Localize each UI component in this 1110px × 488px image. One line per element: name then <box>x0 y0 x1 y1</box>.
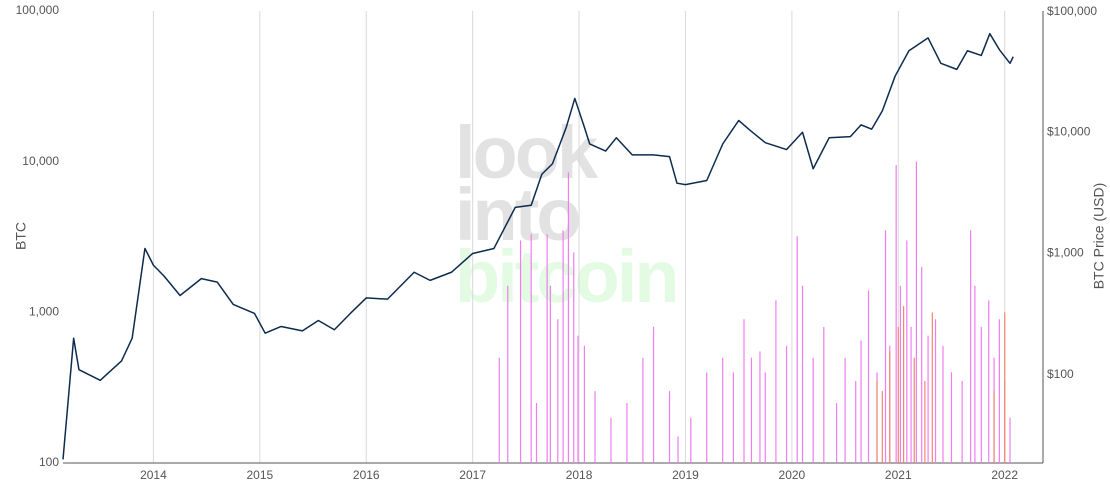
bar <box>706 372 708 463</box>
bar <box>915 161 917 463</box>
bar <box>881 391 883 463</box>
x-tick-label: 2018 <box>566 468 593 482</box>
x-tick-label: 2017 <box>459 468 486 482</box>
bar <box>610 417 612 463</box>
bar <box>583 345 585 463</box>
y-tick-label: 1,000 <box>29 305 59 319</box>
bar <box>722 357 724 463</box>
bar <box>895 165 897 463</box>
bar <box>557 319 559 463</box>
bar <box>750 357 753 463</box>
bar <box>652 326 655 463</box>
bar <box>690 417 692 463</box>
bar <box>573 252 575 463</box>
bar <box>507 285 509 463</box>
x-tick-label: 2015 <box>246 468 273 482</box>
bar <box>884 230 887 463</box>
bar <box>910 326 912 463</box>
x-tick-label: 2020 <box>779 468 806 482</box>
bar <box>535 403 538 463</box>
watermark: look <box>455 111 599 194</box>
bar <box>743 319 745 463</box>
bar <box>801 285 804 463</box>
y2-axis-label: BTC Price (USD) <box>1091 183 1107 290</box>
bar <box>677 436 679 463</box>
bar <box>855 381 857 463</box>
y2-tick-label: $100,000 <box>1047 4 1097 18</box>
bar <box>775 300 777 463</box>
bar <box>993 391 995 463</box>
bar <box>626 403 628 463</box>
bar <box>764 372 766 463</box>
bar <box>970 230 972 463</box>
bar <box>921 266 923 463</box>
bar <box>812 357 814 463</box>
bar <box>988 300 990 463</box>
bar <box>796 236 798 463</box>
y2-tick-label: $100 <box>1047 367 1074 381</box>
bar <box>961 381 963 463</box>
bar <box>931 312 933 463</box>
price-line <box>62 32 1014 460</box>
bar <box>942 345 944 463</box>
y-tick-label: 10,000 <box>22 154 59 168</box>
y-tick-label: 100 <box>39 455 59 469</box>
x-tick-label: 2014 <box>140 468 167 482</box>
y-tick-label: 100,000 <box>16 3 60 17</box>
bar <box>530 234 532 463</box>
bar <box>1009 417 1011 463</box>
x-tick-label: 2021 <box>885 468 912 482</box>
bar <box>950 372 953 463</box>
bar <box>642 357 644 463</box>
bar <box>974 285 976 463</box>
bar <box>668 391 671 463</box>
bar <box>759 351 761 463</box>
bar <box>577 335 579 463</box>
y-axis-label: BTC <box>13 222 29 250</box>
bar <box>906 240 908 463</box>
bar <box>897 326 899 463</box>
bar <box>785 345 788 463</box>
y2-tick-label: $1,000 <box>1047 246 1084 260</box>
watermark: into <box>455 173 579 256</box>
bar <box>899 285 902 463</box>
bar <box>903 306 905 463</box>
bar <box>519 240 522 463</box>
bar <box>835 403 838 463</box>
watermark: bitcoin <box>455 235 677 318</box>
bar <box>876 381 878 463</box>
bar <box>913 357 915 463</box>
x-tick-label: 2016 <box>353 468 380 482</box>
bar <box>998 319 1000 463</box>
bar <box>980 326 982 463</box>
bar <box>546 234 548 463</box>
bar <box>934 319 937 463</box>
bar <box>867 290 870 463</box>
bar <box>889 351 891 463</box>
bar <box>594 391 596 463</box>
bar <box>567 172 570 463</box>
bar <box>549 285 551 463</box>
x-tick-label: 2022 <box>991 468 1018 482</box>
bar <box>823 326 825 463</box>
bar <box>498 357 500 463</box>
y2-tick-label: $10,000 <box>1047 124 1091 138</box>
bar <box>927 335 929 463</box>
bar <box>1004 312 1006 463</box>
bar <box>562 230 564 463</box>
bar <box>924 381 926 463</box>
bar <box>844 357 846 463</box>
bar <box>860 340 862 463</box>
bar <box>732 372 734 463</box>
x-tick-label: 2019 <box>672 468 699 482</box>
